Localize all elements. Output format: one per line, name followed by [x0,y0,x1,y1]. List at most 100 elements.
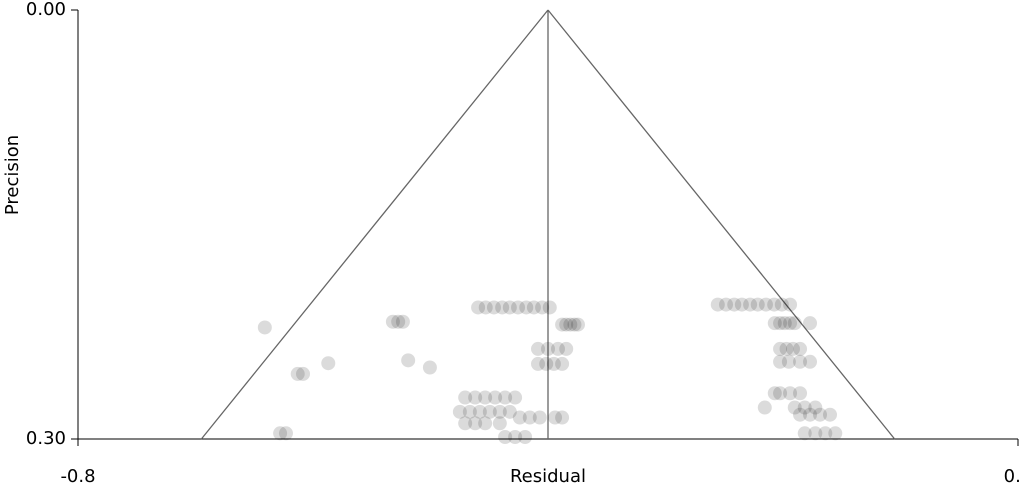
point [793,407,808,422]
point [498,390,513,405]
point [783,297,798,312]
point [522,410,537,425]
point [710,297,725,312]
point [278,426,293,441]
point [555,356,570,371]
point [555,410,570,425]
point [519,300,534,315]
point [321,356,336,371]
point [541,341,555,356]
point [818,426,833,441]
point [785,341,800,356]
point [828,426,843,441]
point [526,300,541,315]
point [462,404,477,419]
point [458,416,473,431]
point [472,404,487,419]
point [787,316,802,331]
point [774,297,789,312]
point [492,416,507,431]
point [502,300,517,315]
point [478,300,493,315]
point [531,356,546,371]
point [422,360,437,375]
point [783,316,798,331]
point [743,297,758,312]
point [273,426,288,441]
point [559,317,574,332]
point [563,317,578,332]
funnel-limit [200,9,549,440]
x-tick-label: -0.8 [60,466,95,486]
y-tick-label: 0.00 [26,0,66,20]
point [458,390,473,405]
point [401,353,416,368]
point [787,400,802,415]
point [781,354,796,369]
point [531,341,546,356]
point [823,407,837,422]
point [539,356,554,371]
point [808,400,823,415]
point [492,404,507,419]
point [797,426,812,441]
point [468,390,483,405]
x-tick-label: 0.8 [1004,466,1021,486]
point [548,410,563,425]
point [471,300,486,315]
point [478,416,493,431]
point [391,314,406,329]
point [290,366,305,381]
point [532,410,547,425]
point [797,400,812,415]
point [296,366,311,381]
point [767,386,782,401]
point [498,429,513,444]
y-axis-label: Precision [2,135,23,215]
point [535,300,550,315]
point [542,300,557,315]
point [486,300,501,315]
point [757,400,772,415]
point [502,404,517,419]
point [488,390,503,405]
point [482,404,497,419]
point [478,390,493,405]
point [779,341,794,356]
point [727,297,742,312]
point [808,426,823,441]
point [452,404,467,419]
point [734,297,749,312]
point [559,341,574,356]
y-tick-label: 0.30 [26,428,66,449]
point [385,314,400,329]
point [777,316,792,331]
point [783,386,798,401]
point [750,297,765,312]
point [773,316,788,331]
point [570,317,585,332]
point [512,410,527,425]
funnel-limit [547,9,896,440]
point [803,407,818,422]
point [508,429,523,444]
point [518,429,533,444]
point [758,297,773,312]
point [511,300,526,315]
point [468,416,483,431]
point [803,316,818,331]
point [773,341,788,356]
point [813,407,828,422]
point [257,320,272,335]
point [567,317,582,332]
point [508,390,523,405]
point [719,297,734,312]
point [767,297,782,312]
point [495,300,510,315]
point [773,354,788,369]
point [793,341,808,356]
point [767,316,782,331]
point [395,314,410,329]
point [550,341,565,356]
